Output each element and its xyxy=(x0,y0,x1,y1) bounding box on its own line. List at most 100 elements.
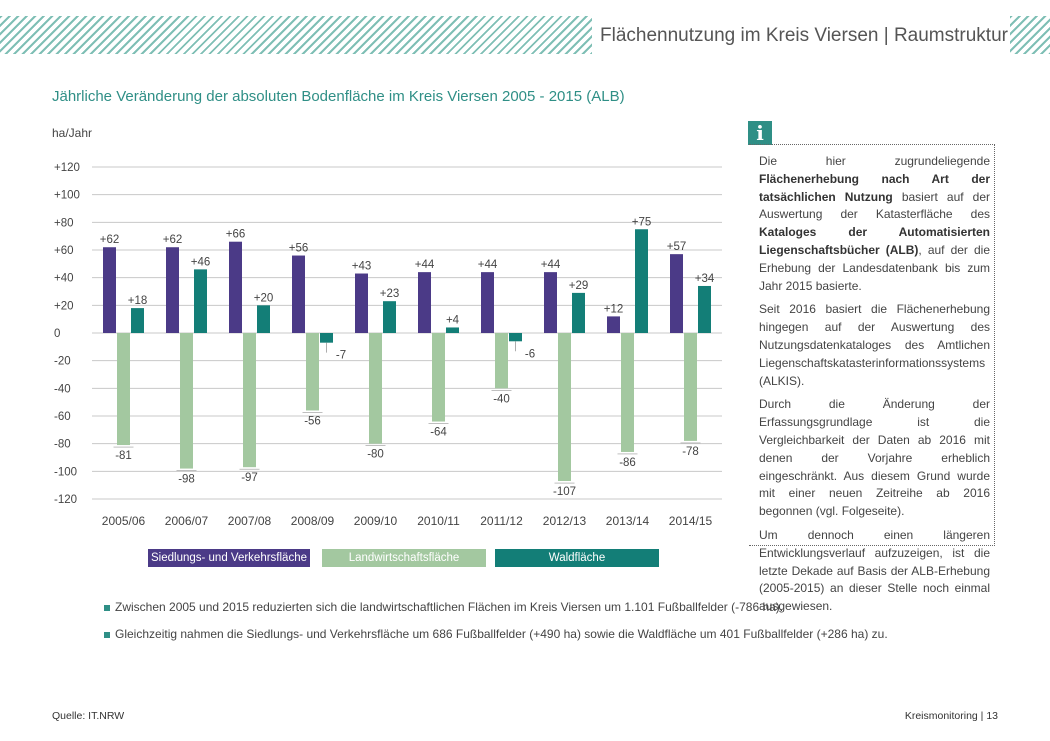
data-label: +12 xyxy=(604,303,624,315)
y-tick-label: +120 xyxy=(54,162,80,174)
bar-chart: +120 +100 +80 +60 +40 +20 0 -20 -40 -60 -80 -100 -12… xyxy=(54,162,722,528)
data-label: +62 xyxy=(100,234,120,246)
info-paragraph-3: Durch die Änderung der Erfassungsgrundla… xyxy=(759,397,990,519)
y-tick-label: +20 xyxy=(54,300,74,312)
bar xyxy=(418,272,431,333)
bar xyxy=(320,333,333,343)
x-tick-label: 2013/14 xyxy=(606,514,650,528)
header-hatch-left xyxy=(0,16,592,54)
y-tick-label: +80 xyxy=(54,217,74,229)
bar xyxy=(117,333,130,446)
data-label: -97 xyxy=(241,472,258,484)
y-tick-label: -80 xyxy=(54,439,71,451)
page-number: Kreismonitoring | 13 xyxy=(904,710,998,722)
y-tick-label: +60 xyxy=(54,245,74,257)
data-label: +23 xyxy=(380,288,400,300)
data-label: +57 xyxy=(667,241,687,253)
bar xyxy=(495,333,508,389)
data-label: -6 xyxy=(525,348,535,360)
bar xyxy=(432,333,445,422)
note-item: Zwischen 2005 und 2015 reduzierten sich … xyxy=(104,600,888,614)
data-label: +75 xyxy=(632,216,652,228)
bar xyxy=(635,229,648,333)
bar xyxy=(509,333,522,342)
legend-wald: Waldfläche xyxy=(495,549,659,567)
data-label: -86 xyxy=(619,457,636,469)
y-tick-label: 0 xyxy=(54,328,60,340)
info-paragraph-4: Um dennoch einen längeren Entwicklungsve… xyxy=(759,527,990,614)
bar xyxy=(698,285,711,333)
info-paragraph-1: Die hier zugrundeliegende Flächenerhebun… xyxy=(759,154,990,293)
data-label: +20 xyxy=(254,292,274,304)
x-tick-label: 2007/08 xyxy=(228,514,272,528)
bar xyxy=(103,247,116,333)
data-label: -98 xyxy=(178,474,195,486)
bar xyxy=(180,333,193,469)
data-label: +62 xyxy=(163,234,183,246)
x-tick-label: 2009/10 xyxy=(354,514,398,528)
y-tick-label: -100 xyxy=(54,466,77,478)
y-axis-unit-label: ha/Jahr xyxy=(52,126,93,140)
page-header-title: Flächennutzung im Kreis Viersen | Raumst… xyxy=(600,25,1024,46)
bar xyxy=(257,305,270,333)
info-icon: i xyxy=(748,121,772,145)
x-tick-label: 2014/15 xyxy=(669,514,713,528)
x-tick-label: 2010/11 xyxy=(417,514,460,528)
legend-siedlung: Siedlungs- und Verkehrsfläche xyxy=(148,549,310,567)
bar xyxy=(684,333,697,441)
bar xyxy=(194,269,207,333)
x-tick-label: 2005/06 xyxy=(102,514,146,528)
data-label: -81 xyxy=(115,450,132,462)
data-label: +34 xyxy=(695,273,715,285)
bar xyxy=(292,255,305,333)
data-label: +44 xyxy=(541,259,561,271)
data-label: +44 xyxy=(415,259,435,271)
data-label: -40 xyxy=(493,393,510,405)
bar xyxy=(544,272,557,333)
bar xyxy=(131,308,144,333)
x-tick-label: 2006/07 xyxy=(165,514,209,528)
note-item: Gleichzeitig nahmen die Siedlungs- und V… xyxy=(104,627,888,641)
data-label: -78 xyxy=(682,446,699,458)
y-tick-label: -20 xyxy=(54,356,71,368)
bar xyxy=(243,333,256,468)
data-label: +43 xyxy=(352,261,372,273)
y-tick-label: +100 xyxy=(54,190,80,202)
data-label: -56 xyxy=(304,415,321,427)
bar xyxy=(670,254,683,333)
bar xyxy=(306,333,319,411)
bar xyxy=(383,301,396,333)
y-tick-label: -60 xyxy=(54,411,71,423)
bar xyxy=(481,272,494,333)
bar xyxy=(369,333,382,444)
legend-landwirtschaft: Landwirtschaftsfläche xyxy=(322,549,486,567)
y-tick-label: -120 xyxy=(54,494,77,506)
header-hatch-right xyxy=(1010,16,1050,54)
data-label: -7 xyxy=(336,350,346,362)
data-label: +46 xyxy=(191,256,211,268)
notes-list: Zwischen 2005 und 2015 reduzierten sich … xyxy=(104,600,888,654)
y-tick-label: +40 xyxy=(54,273,74,285)
source-label: Quelle: IT.NRW xyxy=(52,710,125,722)
bar xyxy=(229,241,242,333)
data-label: -64 xyxy=(430,427,447,439)
info-box: Die hier zugrundeliegende Flächenerhebun… xyxy=(749,144,995,613)
data-label: -107 xyxy=(553,486,576,498)
data-label: -80 xyxy=(367,449,384,461)
x-tick-label: 2008/09 xyxy=(291,514,335,528)
bar xyxy=(558,333,571,482)
bar xyxy=(621,333,634,452)
data-label: +29 xyxy=(569,280,589,292)
data-label: +44 xyxy=(478,259,498,271)
data-label: +4 xyxy=(446,314,460,326)
info-paragraph-2: Seit 2016 basiert die Flächenerhebung hi… xyxy=(759,302,990,388)
chart-title: Jährliche Veränderung der absoluten Bode… xyxy=(52,88,625,105)
x-tick-label: 2012/13 xyxy=(543,514,587,528)
data-label: +56 xyxy=(289,243,309,255)
y-tick-label: -40 xyxy=(54,383,71,395)
data-label: +18 xyxy=(128,295,148,307)
bar xyxy=(446,327,459,333)
bar xyxy=(572,292,585,333)
bar xyxy=(355,273,368,333)
bar xyxy=(166,247,179,333)
